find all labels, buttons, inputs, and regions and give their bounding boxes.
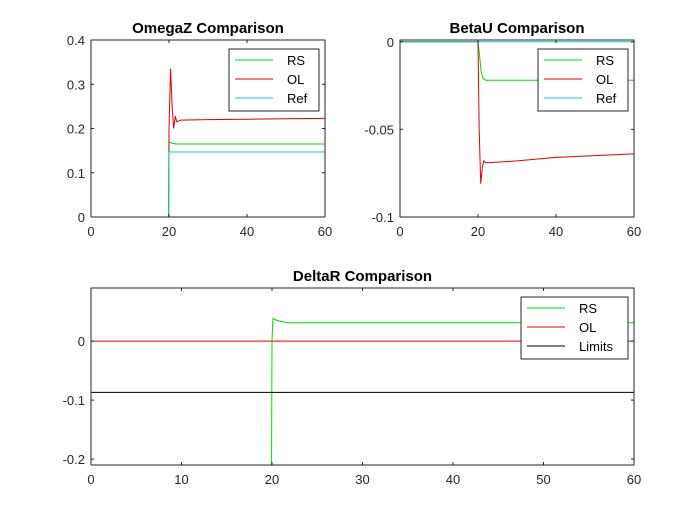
legend-label-ol: OL <box>596 72 613 87</box>
y-tick-label: 0.4 <box>67 33 85 48</box>
legend-label-limits: Limits <box>579 339 613 354</box>
chart-title: BetaU Comparison <box>449 20 584 37</box>
series-line-ol <box>91 68 325 217</box>
legend-label-ol: OL <box>579 320 596 335</box>
legend-label-ref: Ref <box>287 91 308 106</box>
legend-box <box>520 296 629 360</box>
legend-box <box>228 48 320 112</box>
chart-title: DeltaR Comparison <box>293 268 432 285</box>
chart-title: OmegaZ Comparison <box>132 20 284 37</box>
y-tick-label: -0.2 <box>63 452 85 467</box>
y-tick-label: -0.1 <box>63 393 85 408</box>
x-tick-label: 0 <box>87 224 94 239</box>
y-tick-label: 0 <box>78 210 85 225</box>
x-tick-label: 40 <box>240 224 254 239</box>
x-tick-label: 50 <box>536 472 550 487</box>
y-tick-label: -0.1 <box>372 210 394 225</box>
x-tick-label: 0 <box>396 224 403 239</box>
axes-box <box>399 39 635 218</box>
betau-chart: 0 20 40 60 -0.1 -0.05 0 BetaU Comparison RS OL Ref <box>364 20 641 239</box>
x-tick-label: 60 <box>627 224 641 239</box>
omegaz-chart: 0 20 40 60 0 0.1 0.2 0.3 0.4 OmegaZ Comparison RS O… <box>67 20 332 239</box>
x-tick-label: 40 <box>549 224 563 239</box>
x-tick-label: 60 <box>627 472 641 487</box>
x-tick-label: 40 <box>446 472 460 487</box>
y-tick-label: 0.2 <box>67 122 85 137</box>
x-tick-label: 10 <box>174 472 188 487</box>
y-tick-label: 0 <box>387 35 394 50</box>
legend-label-rs: RS <box>579 301 597 316</box>
legend-box <box>537 48 629 112</box>
legend-label-rs: RS <box>287 53 305 68</box>
y-tick-label: 0.1 <box>67 166 85 181</box>
y-tick-label: 0 <box>78 334 85 349</box>
deltar-chart: 0 10 20 30 40 50 60 -0.2 -0.1 0 DeltaR Comparison R… <box>63 268 642 487</box>
legend: RS OL Ref <box>537 48 629 112</box>
x-tick-label: 20 <box>265 472 279 487</box>
x-tick-label: 30 <box>355 472 369 487</box>
series-line-rs <box>271 317 634 465</box>
x-tick-label: 20 <box>471 224 485 239</box>
legend: RS OL Ref <box>228 48 320 112</box>
y-tick-label: 0.3 <box>67 77 85 92</box>
series-line-ref <box>91 151 325 217</box>
legend-label-rs: RS <box>596 53 614 68</box>
x-tick-label: 20 <box>162 224 176 239</box>
x-tick-label: 0 <box>87 472 94 487</box>
y-tick-label: -0.05 <box>364 122 394 137</box>
legend: RS OL Limits <box>520 296 629 360</box>
legend-label-ol: OL <box>287 72 304 87</box>
legend-label-ref: Ref <box>596 91 617 106</box>
x-tick-label: 60 <box>318 224 332 239</box>
